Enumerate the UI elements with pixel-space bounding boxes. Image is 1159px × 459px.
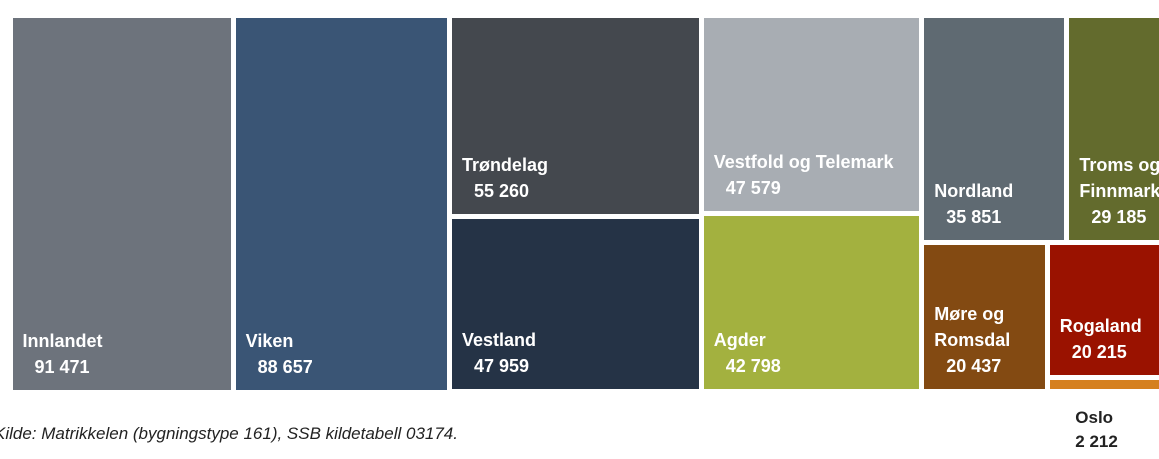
treemap-cell: Rogaland 20 215 [1049,244,1159,375]
category-label: Rogaland [1059,315,1142,336]
category-label: Nordland [934,180,1014,201]
value-label: 35 851 [946,206,1002,227]
cell-label: Agder 42 798 [714,327,781,379]
category-label: Vestland [461,330,536,351]
cell-label: Nordland 35 851 [934,178,1013,230]
value-label: 20 215 [1071,341,1127,362]
value-label: 91 471 [34,356,90,377]
value-label: 2 212 [1075,432,1118,451]
cell-label: Oslo 2 212 [1075,406,1118,454]
cell-label: Vestfold og Telemark 47 579 [714,149,894,201]
category-label: Troms og Finnmark [1079,154,1159,201]
cell-label: Rogaland 20 215 [1060,313,1142,365]
cell-label: Trøndelag 55 260 [462,152,548,204]
category-label: Agder [713,330,766,351]
treemap-cell: Troms og Finnmark 29 185 [1069,17,1159,240]
cell-label: Viken 88 657 [246,328,313,380]
source-note: Kilde: Matrikkelen (bygningstype 161), S… [0,424,458,443]
treemap-cell [1049,379,1159,390]
category-label: Oslo [1075,408,1114,427]
category-label: Viken [245,330,294,351]
value-label: 88 657 [257,356,313,377]
treemap-cell: Vestfold og Telemark 47 579 [703,17,920,211]
treemap-cell: Vestland 47 959 [451,219,699,390]
cell-label: Møre og Romsdal 20 437 [934,301,1040,379]
category-label: Innlandet [22,330,103,351]
value-label: 47 959 [473,356,529,377]
value-label: 42 798 [725,356,781,377]
treemap-cell: Viken 88 657 [235,17,447,390]
category-label: Møre og Romsdal [934,304,1011,351]
value-label: 47 579 [725,177,781,198]
cell-label: Vestland 47 959 [462,327,536,379]
value-label: 55 260 [473,181,529,202]
treemap-cell: Agder 42 798 [703,215,920,390]
treemap-cell: Innlandet 91 471 [12,17,231,390]
category-label: Vestfold og Telemark [713,151,894,172]
cell-label: Troms og Finnmark 29 185 [1079,152,1159,230]
category-label: Trøndelag [461,155,548,176]
treemap-cell: Nordland 35 851 [924,17,1065,240]
treemap-cell: Trøndelag 55 260 [451,17,699,215]
value-label: 20 437 [946,356,1002,377]
cell-label: Innlandet 91 471 [23,328,103,380]
value-label: 29 185 [1091,206,1147,227]
treemap-cell: Møre og Romsdal 20 437 [924,244,1045,390]
